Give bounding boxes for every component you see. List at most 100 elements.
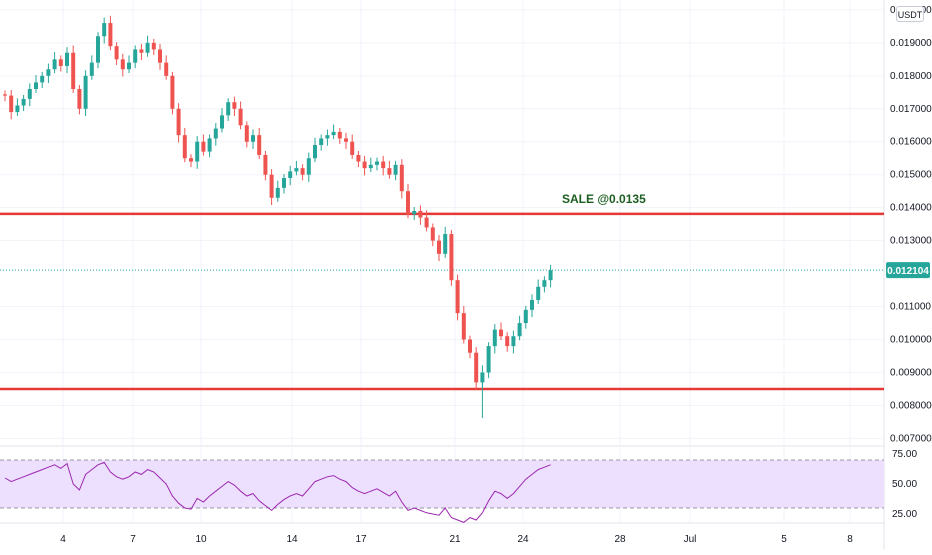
time-axis[interactable]: 4 7 10 14 17 21 24 28 Jul 5 8 [60, 534, 853, 545]
candle-body [52, 59, 57, 70]
candle-body [213, 128, 218, 139]
candle-body [393, 164, 398, 175]
candle-body [244, 125, 249, 142]
candle-body [486, 346, 491, 373]
price-tick-label: 0.015000 [890, 170, 932, 181]
candle-body [27, 89, 32, 99]
candle-body [511, 336, 516, 347]
candle-body [145, 42, 150, 53]
candle-body [220, 115, 224, 129]
candle-body [319, 138, 324, 146]
candle-body [288, 171, 293, 178]
candle-body [139, 49, 144, 53]
candle-body [542, 280, 547, 287]
candle-body [325, 135, 330, 139]
candle-body [282, 178, 286, 188]
date-tick-label: 14 [286, 534, 298, 545]
candle-body [3, 94, 7, 96]
date-tick-label: Jul [684, 534, 697, 545]
candle-body [548, 270, 553, 281]
candle-body [207, 138, 212, 152]
candle-body [15, 105, 20, 113]
candle-body [300, 168, 305, 175]
candle-body [77, 89, 82, 109]
price-tick-label: 0.008000 [890, 400, 932, 411]
candle-body [158, 49, 162, 63]
date-tick-label: 7 [130, 534, 136, 545]
candle-body [449, 234, 454, 281]
rsi-band [0, 460, 884, 508]
date-tick-label: 10 [195, 534, 207, 545]
candle-body [331, 131, 336, 136]
current-price-tag [886, 262, 930, 279]
candle-body [406, 191, 410, 215]
candle-body [238, 108, 243, 126]
sale-annotation[interactable]: SALE @0.0135 [562, 192, 646, 206]
candle-body [133, 49, 138, 63]
horizontal-levels[interactable] [0, 212, 884, 391]
candle-body [114, 46, 119, 60]
date-tick-label: 24 [517, 534, 529, 545]
candle-body [387, 168, 392, 175]
candle-body [176, 108, 181, 136]
date-tick-label: 5 [781, 534, 787, 545]
candle-body [536, 286, 541, 300]
candle-body [344, 138, 348, 142]
candle-body [424, 217, 429, 228]
rsi-tick-label: 50.00 [892, 479, 917, 490]
candle-body [443, 234, 448, 254]
candle-body [362, 161, 367, 169]
candle-body [108, 23, 113, 47]
candle-body [34, 82, 38, 89]
candle-body [517, 323, 522, 337]
candle-body [523, 309, 528, 324]
candle-body [201, 141, 206, 152]
candle-body [468, 339, 472, 353]
price-tick-label: 0.018000 [890, 71, 932, 82]
candle-body [313, 145, 317, 159]
candle-body [89, 62, 94, 76]
currency-unit-button[interactable]: USDT [896, 6, 924, 22]
price-tick-label: 0.007000 [890, 433, 932, 444]
candle-body [530, 299, 534, 310]
candle-body [418, 210, 423, 218]
candle-body [399, 164, 404, 192]
candle-body [505, 336, 510, 347]
candle-body [368, 164, 373, 169]
candle-body [65, 52, 69, 66]
candle-body [164, 62, 169, 76]
candle-body [102, 23, 107, 37]
candle-body [381, 161, 386, 169]
candle-body [83, 75, 88, 109]
candle-body [182, 135, 187, 159]
candle-body [474, 352, 479, 383]
price-axis[interactable]: 0.0200000.0190000.0180000.0170000.016000… [886, 5, 932, 445]
candle-body [21, 98, 26, 106]
price-tick-label: 0.019000 [890, 38, 932, 49]
candlestick-series [3, 15, 553, 418]
date-tick-label: 4 [60, 534, 66, 545]
candle-body [9, 95, 14, 113]
candle-body [263, 154, 268, 175]
candle-body [251, 135, 255, 142]
candle-body [46, 69, 51, 76]
candle-body [455, 280, 460, 314]
rsi-line [4, 461, 551, 523]
candle-body [350, 141, 355, 155]
candle-body [356, 154, 361, 162]
candle-body [96, 36, 100, 63]
price-tick-label: 0.014000 [890, 203, 932, 214]
candle-body [232, 102, 237, 109]
current-price-label: 0.012104 [887, 266, 929, 277]
candle-body [40, 75, 45, 83]
candle-body [151, 42, 156, 50]
rsi-tick-label: 75.00 [892, 449, 917, 460]
candle-body [492, 329, 497, 347]
grid-lines [0, 0, 885, 550]
rsi-pane: 75.00 50.00 25.00 [0, 449, 917, 523]
rsi-tick-label: 25.00 [892, 509, 917, 520]
candle-body [269, 174, 274, 198]
candle-body [170, 75, 175, 109]
